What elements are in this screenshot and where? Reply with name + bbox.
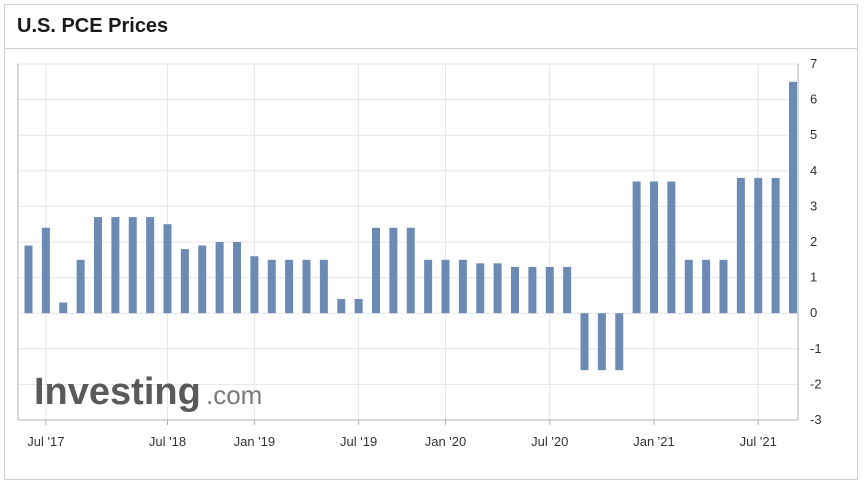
bar [111,217,120,314]
bar [76,259,85,314]
bar [736,177,745,314]
bar [528,266,537,314]
bar [302,259,311,314]
bar [180,249,189,314]
bar [789,81,797,314]
bars [24,81,797,371]
bar [771,177,780,314]
y-tick-label: -3 [810,412,822,427]
bar [389,227,398,314]
watermark-suffix: .com [206,380,262,410]
bar [406,227,415,314]
y-tick-label: 2 [810,234,817,249]
y-tick-label: -2 [810,376,822,391]
bar [198,245,207,314]
x-tick-label: Jul '20 [531,434,568,449]
bar [41,227,50,314]
bar [684,259,693,314]
bar [233,242,241,314]
bar [24,245,33,314]
bar [545,266,554,314]
bar [424,259,433,314]
bar [267,259,276,314]
bar [319,259,328,314]
watermark-brand: Investing [34,371,201,413]
bar [632,181,641,314]
x-tick-label: Jan '21 [633,434,675,449]
bar [250,256,259,314]
x-tick-label: Jan '19 [234,434,276,449]
x-tick-label: Jul '21 [740,434,777,449]
y-tick-label: 0 [810,305,817,320]
bar [354,298,363,314]
bar [441,259,450,314]
bar [372,227,380,314]
bar [650,181,658,314]
bar [128,217,137,314]
bar [285,259,294,314]
y-tick-label: 6 [810,92,817,107]
x-tick-label: Jan '20 [425,434,467,449]
bar [146,217,155,314]
x-tick-label: Jul '19 [340,434,377,449]
y-tick-label: 3 [810,198,817,213]
bar [476,263,485,314]
bar [615,313,624,371]
x-tick-label: Jul '17 [27,434,64,449]
investing-watermark: Investing .com [34,371,262,413]
bar [493,263,502,314]
y-tick-label: -1 [810,341,822,356]
bar [667,181,676,314]
bar [94,217,102,314]
bar [458,259,467,314]
bar [563,266,572,314]
bar [597,313,606,371]
y-tick-label: 5 [810,127,817,142]
bar [59,302,68,314]
bar [702,259,711,314]
axes: 7 6 5 4 3 2 1 0 -1 -2 -3 Jul '17 Jul '18 Jan '19 Jul '… [17,56,822,449]
bar [719,259,728,314]
bar [163,224,172,314]
y-tick-label: 7 [810,56,817,71]
chart-frame: U.S. PCE Prices [4,4,858,480]
x-tick-label: Jul '18 [149,434,186,449]
bar [511,266,519,314]
bar [754,177,763,314]
y-tick-label: 1 [810,270,817,285]
chart-title: U.S. PCE Prices [17,15,169,37]
title-bar: U.S. PCE Prices [5,5,857,49]
bar [337,298,346,314]
y-tick-label: 4 [810,163,817,178]
bar [215,242,224,314]
bar [580,313,589,371]
